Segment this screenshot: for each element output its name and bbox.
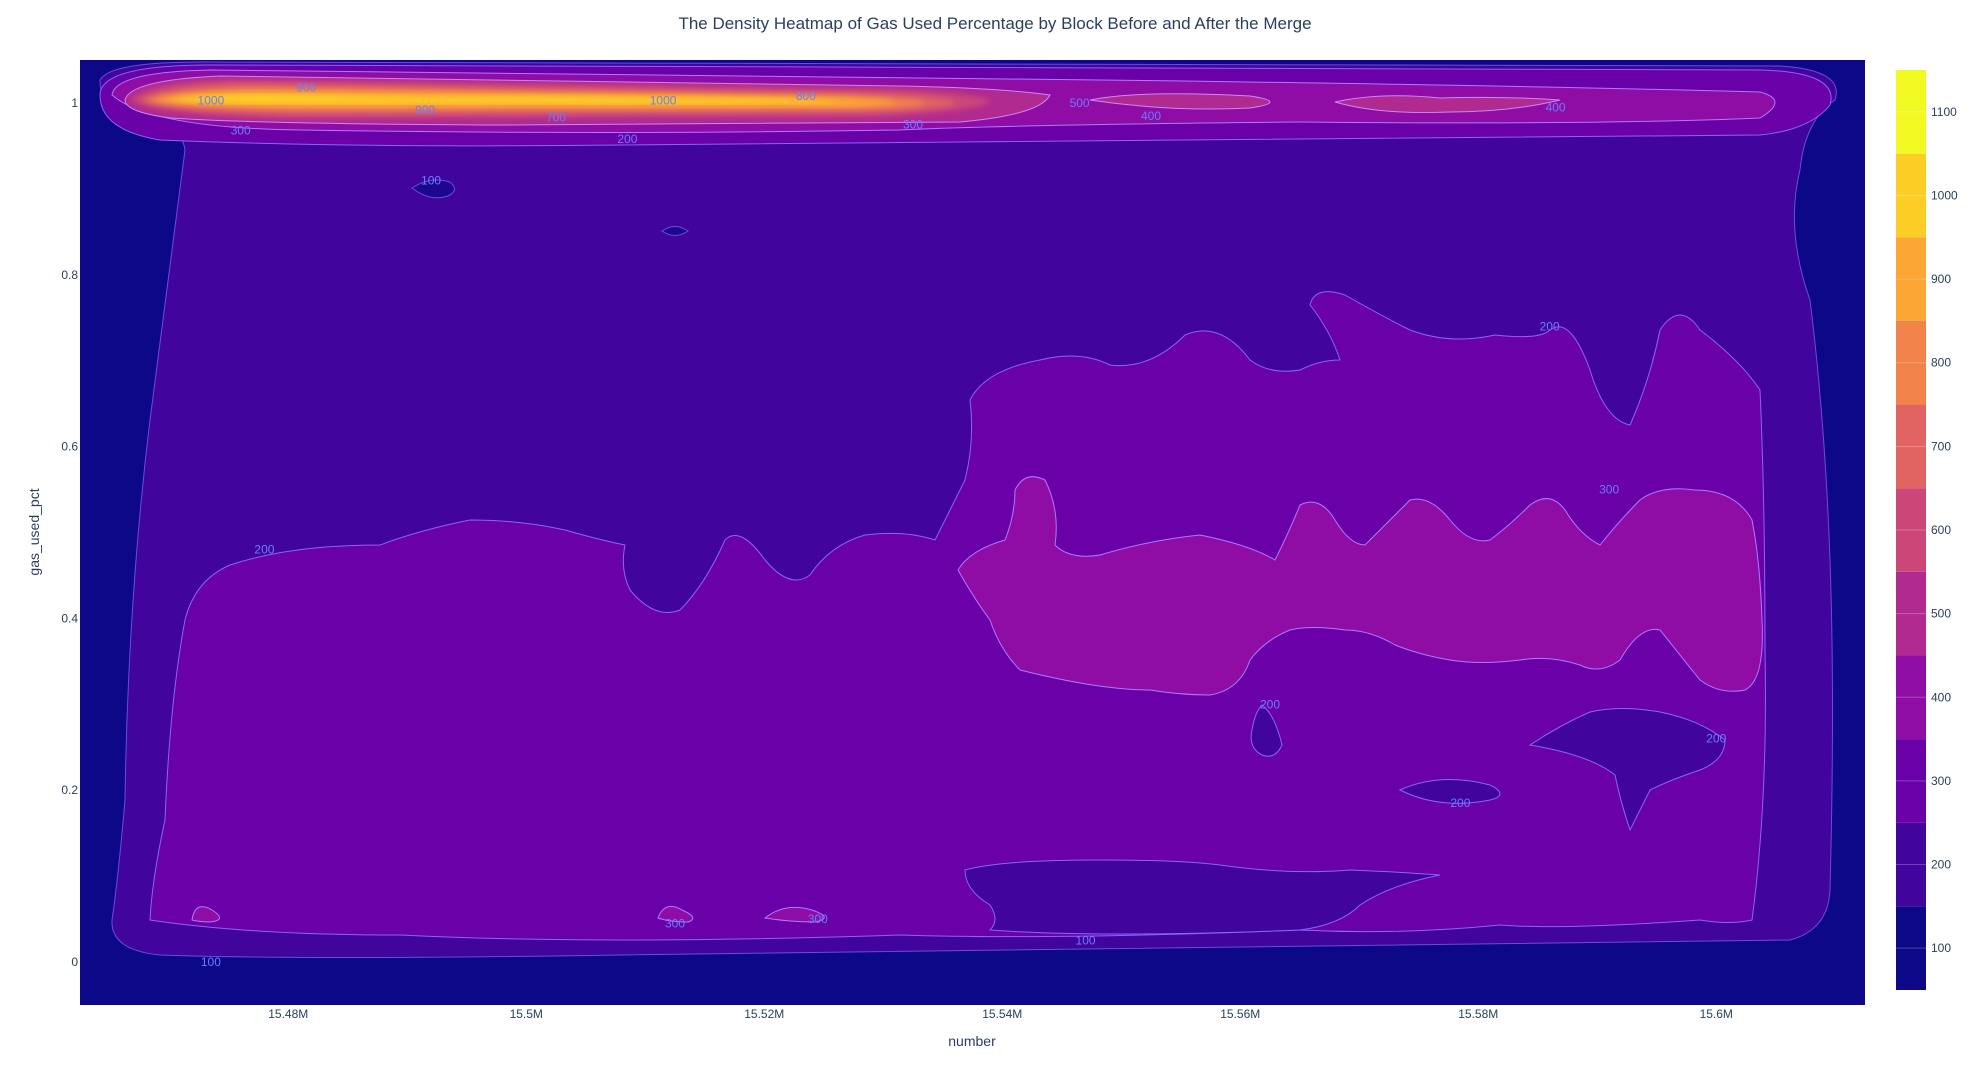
contour-label: 100 xyxy=(421,173,441,187)
contour-label: 700 xyxy=(546,111,566,125)
contour-label: 400 xyxy=(1141,109,1161,123)
y-tick-label: 0.8 xyxy=(61,268,78,282)
colorbar-tick-label: 200 xyxy=(1931,858,1951,872)
contour-label: 200 xyxy=(1450,796,1470,810)
x-tick-label: 15.48M xyxy=(268,1007,308,1021)
contour-pocket-100-b xyxy=(661,226,689,236)
colorbar-band xyxy=(1896,70,1926,154)
y-tick-label: 0.2 xyxy=(61,783,78,797)
contour-label: 100 xyxy=(201,955,221,969)
colorbar-tick-label: 100 xyxy=(1931,941,1951,955)
contour-label: 400 xyxy=(1546,100,1566,114)
contour-label: 300 xyxy=(1599,483,1619,497)
x-tick-label: 15.5M xyxy=(510,1007,543,1021)
x-tick-label: 15.54M xyxy=(982,1007,1022,1021)
contour-band-300-right xyxy=(957,476,1763,696)
x-tick-label: 15.6M xyxy=(1700,1007,1733,1021)
colorbar-tick-label: 1100 xyxy=(1931,105,1957,119)
contour-pocket-200-bottom xyxy=(964,859,1441,935)
x-tick-label: 15.52M xyxy=(744,1007,784,1021)
colorbar-band xyxy=(1896,739,1926,823)
density-contours: 1000 900 900 700 1000 800 300 300 200 500 400 400 10… xyxy=(99,61,1837,969)
ridge-band-1000 xyxy=(170,94,835,104)
x-axis: 15.48M 15.5M 15.52M 15.54M 15.56M 15.58M 15.6M xyxy=(268,1007,1733,1021)
colorbar-tick-label: 600 xyxy=(1931,523,1951,537)
colorbar-tick-label: 400 xyxy=(1931,690,1951,704)
y-tick-label: 0 xyxy=(71,955,78,969)
colorbar-tick-label: 900 xyxy=(1931,272,1951,286)
colorbar-band xyxy=(1896,571,1926,656)
contour-label: 200 xyxy=(254,543,274,557)
contour-label: 1000 xyxy=(198,93,225,107)
contour-label: 200 xyxy=(1706,732,1726,746)
colorbar-tick-label: 300 xyxy=(1931,774,1951,788)
colorbar-band xyxy=(1896,906,1926,990)
contour-pocket-200-oval xyxy=(1398,779,1501,804)
colorbar-tick-label: 500 xyxy=(1931,607,1951,621)
contour-pocket-300-c xyxy=(763,906,825,923)
contour-label: 300 xyxy=(665,916,685,930)
contour-band-200-left xyxy=(149,291,1766,941)
contour-label: 100 xyxy=(1076,934,1096,948)
y-tick-label: 1 xyxy=(71,96,78,110)
x-axis-title: number xyxy=(948,1033,996,1049)
contour-label: 500 xyxy=(1070,96,1090,110)
colorbar-tick-label: 1000 xyxy=(1931,188,1958,202)
contour-label: 800 xyxy=(796,89,816,103)
colorbar-band xyxy=(1896,655,1926,740)
colorbar-band xyxy=(1896,237,1926,321)
y-tick-label: 0.4 xyxy=(61,611,78,625)
contour-pocket-200-right xyxy=(1528,708,1726,832)
y-axis: 0 0.2 0.4 0.6 0.8 1 xyxy=(61,96,78,969)
colorbar-tick-label: 700 xyxy=(1931,439,1951,453)
chart-title: The Density Heatmap of Gas Used Percenta… xyxy=(678,14,1311,33)
colorbar-band xyxy=(1896,153,1926,238)
contour-pocket-300-a xyxy=(191,906,220,923)
x-tick-label: 15.58M xyxy=(1458,1007,1498,1021)
contour-pocket-200-drop xyxy=(1250,704,1283,757)
contour-label: 1000 xyxy=(650,93,677,107)
colorbar-band xyxy=(1896,488,1926,572)
contour-pocket-100-a xyxy=(411,179,455,199)
y-tick-label: 0.6 xyxy=(61,440,78,454)
ridge-band-400c xyxy=(1334,95,1561,114)
contour-label: 300 xyxy=(903,117,923,131)
colorbar-band xyxy=(1896,822,1926,907)
contour-label: 300 xyxy=(231,123,251,137)
contour-label: 200 xyxy=(617,132,637,146)
contour-label-group: 1000 900 900 700 1000 800 300 300 200 500 400 400 10… xyxy=(198,80,1727,969)
contour-label: 200 xyxy=(1260,697,1280,711)
contour-label: 300 xyxy=(808,912,828,926)
colorbar: 100 200 300 400 500 600 700 800 900 1000 1100 xyxy=(1896,70,1958,990)
contour-pocket-300-b xyxy=(657,905,694,923)
ridge-band-400b xyxy=(1089,93,1271,110)
contour-label: 900 xyxy=(415,103,435,117)
contour-label: 200 xyxy=(1540,319,1560,333)
colorbar-band xyxy=(1896,320,1926,405)
contour-label: 900 xyxy=(296,80,316,94)
colorbar-band xyxy=(1896,404,1926,489)
colorbar-tick-label: 800 xyxy=(1931,356,1951,370)
y-axis-title: gas_used_pct xyxy=(26,488,42,575)
x-tick-label: 15.56M xyxy=(1220,1007,1260,1021)
top-ridge xyxy=(99,64,1832,147)
